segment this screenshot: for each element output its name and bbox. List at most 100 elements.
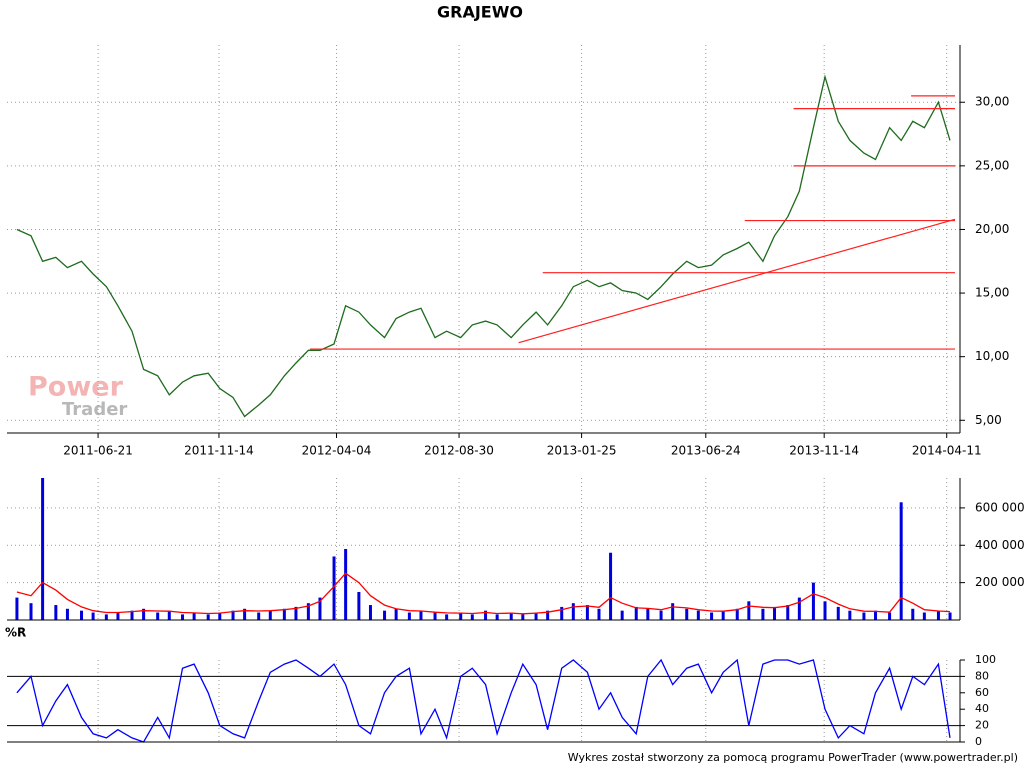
volume-bar <box>634 606 638 620</box>
volume-bar <box>888 612 892 620</box>
volume-bar <box>294 606 298 620</box>
volume-bar <box>811 582 815 620</box>
y-tick-label: 60 <box>975 686 989 699</box>
volume-bar <box>848 610 852 620</box>
volume-bar <box>357 591 361 620</box>
volume-bar <box>318 597 322 620</box>
x-tick-label: 2011-06-21 <box>63 444 133 458</box>
volume-bar <box>218 612 222 620</box>
y-tick-label: 40 <box>975 702 989 715</box>
volume-bar <box>167 610 171 620</box>
volume-bar <box>862 612 866 620</box>
volume-bar <box>495 614 499 620</box>
watermark: Trader <box>62 399 127 420</box>
volume-bar <box>948 612 952 620</box>
volume-bar <box>874 610 878 620</box>
volume-bar <box>571 603 575 620</box>
volume-bar <box>585 605 589 620</box>
x-tick-label: 2013-01-25 <box>547 444 617 458</box>
x-tick-label: 2012-04-04 <box>302 444 372 458</box>
volume-bar <box>761 608 765 620</box>
volume-bar <box>433 612 437 620</box>
volume-bar <box>620 610 624 620</box>
y-tick-label: 5,00 <box>975 413 1002 427</box>
volume-bar <box>735 608 739 620</box>
volume-bar <box>80 610 84 620</box>
volume-bar <box>116 612 120 620</box>
panel-label: %R <box>5 626 26 640</box>
volume-bar <box>344 549 348 620</box>
volume-bar <box>671 603 675 620</box>
volume-bar <box>797 597 801 620</box>
volume-bar <box>534 612 538 620</box>
y-tick-label: 20 <box>975 719 989 732</box>
volume-bar <box>646 608 650 620</box>
volume-bar <box>383 610 387 620</box>
volume-bar <box>659 610 663 620</box>
volume-bar <box>282 608 286 620</box>
volume-bar <box>306 603 310 620</box>
volume-bar <box>268 610 272 620</box>
volume-bar <box>130 610 134 620</box>
x-tick-label: 2013-06-24 <box>671 444 741 458</box>
volume-bar <box>15 597 19 620</box>
volume-bar <box>65 608 69 620</box>
volume-bar <box>192 612 196 620</box>
volume-bar <box>597 608 601 620</box>
series-line <box>16 74 951 418</box>
watermark: Power <box>28 372 124 403</box>
x-tick-label: 2011-11-14 <box>184 444 254 458</box>
volume-bar <box>156 612 160 620</box>
volume-bar <box>142 608 146 620</box>
volume-bar <box>407 612 411 620</box>
volume-bar <box>459 612 463 620</box>
volume-bar <box>685 608 689 620</box>
y-tick-label: 20,00 <box>975 222 1009 236</box>
volume-bar <box>721 610 725 620</box>
volume-bar <box>394 608 398 620</box>
volume-bar <box>419 610 423 620</box>
y-tick-label: 600 000 <box>975 500 1024 514</box>
volume-bar <box>104 614 108 620</box>
volume-bar <box>747 601 751 620</box>
volume-bar <box>231 610 235 620</box>
volume-bar <box>936 610 940 620</box>
y-tick-label: 400 000 <box>975 538 1024 552</box>
volume-bar <box>560 606 564 620</box>
volume-bar <box>609 552 613 620</box>
y-tick-label: 0 <box>975 735 982 748</box>
y-tick-label: 200 000 <box>975 575 1024 589</box>
volume-bar <box>521 614 525 620</box>
volume-bar <box>181 614 185 620</box>
x-tick-label: 2013-11-14 <box>789 444 859 458</box>
volume-bar <box>332 556 336 620</box>
x-tick-label: 2012-08-30 <box>424 444 494 458</box>
volume-bar <box>899 502 903 620</box>
y-tick-label: 10,00 <box>975 349 1009 363</box>
volume-bar <box>836 606 840 620</box>
series-line <box>16 572 951 615</box>
volume-bar <box>546 610 550 620</box>
trend-line <box>518 218 956 344</box>
series-line <box>16 658 951 743</box>
volume-bar <box>41 478 45 620</box>
volume-bar <box>911 608 915 620</box>
x-tick-label: 2014-04-11 <box>912 444 982 458</box>
volume-bar <box>91 612 95 620</box>
y-tick-label: 15,00 <box>975 286 1009 300</box>
volume-bar <box>368 605 372 620</box>
volume-bar <box>696 610 700 620</box>
volume-bar <box>54 605 58 620</box>
volume-bar <box>243 608 247 620</box>
y-tick-label: 100 <box>975 653 996 666</box>
y-tick-label: 80 <box>975 669 989 682</box>
y-tick-label: 25,00 <box>975 158 1009 172</box>
volume-bar <box>509 612 513 620</box>
volume-bar <box>206 614 210 620</box>
volume-bar <box>710 612 714 620</box>
volume-bar <box>786 605 790 620</box>
chart-title: GRAJEWO <box>437 3 523 22</box>
